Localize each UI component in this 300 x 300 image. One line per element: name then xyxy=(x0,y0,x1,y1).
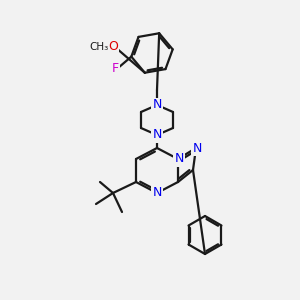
Text: N: N xyxy=(152,98,162,112)
Text: N: N xyxy=(152,187,162,200)
Text: N: N xyxy=(152,128,162,142)
Text: CH₃: CH₃ xyxy=(89,42,109,52)
Text: F: F xyxy=(111,61,118,74)
Text: O: O xyxy=(108,40,118,53)
Text: N: N xyxy=(174,152,184,166)
Text: N: N xyxy=(192,142,202,154)
